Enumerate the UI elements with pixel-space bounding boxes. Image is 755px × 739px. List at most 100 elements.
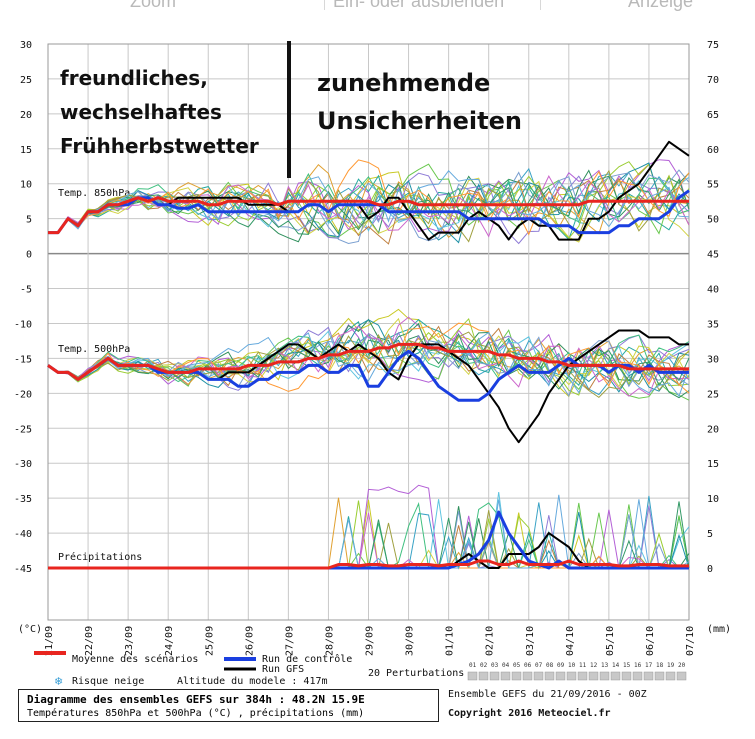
left-unit-label: (°C): [18, 624, 42, 635]
perturbation-code: 16: [634, 662, 642, 669]
y-tick-right: 55: [707, 180, 719, 191]
y-tick-right: 75: [707, 40, 719, 51]
perturbation-code: 11: [579, 662, 587, 669]
perturbation-swatch: [621, 671, 632, 681]
y-tick-left: 20: [20, 110, 32, 121]
annotation-line: zunehmende: [317, 69, 491, 97]
perturbation-swatch: [511, 671, 522, 681]
perturbation-code: 03: [491, 662, 499, 669]
annotation-line: Frühherbstwetter: [60, 134, 259, 158]
main-series: [47, 41, 690, 570]
display-menu[interactable]: Anzeige: [628, 0, 694, 11]
perturbation-line: [47, 172, 690, 234]
x-tick: 27/09: [284, 626, 295, 656]
y-tick-right: 40: [707, 285, 719, 296]
annotation-line: wechselhaftes: [60, 100, 222, 124]
y-tick-left: -30: [14, 459, 32, 470]
perturbation-line: [47, 163, 690, 239]
legend-gfs-label: Run GFS: [262, 664, 305, 675]
x-tick: 02/10: [485, 626, 496, 656]
annotation-right: zunehmende Unsicherheiten: [317, 64, 522, 140]
perturbation-code: 09: [557, 662, 565, 669]
perturbation-swatch: [566, 671, 577, 681]
copyright-label: Copyright 2016 Meteociel.fr: [448, 708, 611, 719]
perturbation-code: 15: [623, 662, 631, 669]
perturbation-code: 12: [590, 662, 598, 669]
annotation-line: Unsicherheiten: [317, 107, 522, 135]
perturbation-code: 07: [535, 662, 543, 669]
x-tick: 05/10: [605, 626, 616, 656]
legend-graphics: ❄01 02 03 04 05 06 07 08 09 10 11 12 13 14 15 16 17 18 19 2…: [34, 651, 687, 688]
perturbation-swatch: [632, 671, 643, 681]
y-tick-left: 0: [26, 250, 32, 261]
y-tick-left: 5: [26, 215, 32, 226]
toolbar-divider: [540, 0, 541, 10]
x-tick: 24/09: [164, 626, 175, 656]
perturbation-swatch: [533, 671, 544, 681]
perturbation-code: 18: [656, 662, 664, 669]
control-run-line: [48, 189, 690, 235]
perturbation-swatch: [643, 671, 654, 681]
y-tick-right: 70: [707, 75, 719, 86]
legend-control-label: Run de contrôle: [262, 654, 353, 665]
y-tick-left: -15: [14, 354, 32, 365]
mean-line: [48, 559, 689, 570]
snowflake-icon: ❄: [54, 675, 63, 688]
annotation-left: freundliches, wechselhaftes Frühherbstwe…: [60, 61, 259, 163]
y-tick-right: 15: [707, 459, 719, 470]
perturbation-swatch: [610, 671, 621, 681]
mean-line: [47, 342, 689, 381]
perturbation-code: 17: [645, 662, 653, 669]
x-tick: 06/10: [645, 626, 656, 656]
y-tick-left: -20: [14, 389, 32, 400]
perturbation-swatch: [577, 671, 588, 681]
perturbation-code: 05: [513, 662, 521, 669]
x-tick: 25/09: [204, 626, 215, 656]
perturbation-code: 08: [546, 662, 554, 669]
y-tick-right: 0: [707, 564, 713, 575]
y-tick-left: -40: [14, 529, 32, 540]
chart-info-box: Diagramme des ensembles GEFS sur 384h : …: [18, 689, 439, 722]
perturbation-swatch: [467, 671, 478, 681]
perturbation-code: 10: [568, 662, 576, 669]
perturbation-code: 01: [469, 662, 477, 669]
perturbation-line: [47, 322, 690, 394]
chart-subtitle: Températures 850hPa et 500hPa (°C) , pré…: [27, 708, 365, 719]
toggle-menu[interactable]: Ein- oder ausblenden: [333, 0, 505, 11]
panel-label: Temp. 500hPa: [58, 344, 130, 355]
perturbation-code: 13: [601, 662, 609, 669]
perturbation-line: [47, 170, 690, 234]
y-tick-left: -35: [14, 494, 32, 505]
y-tick-right: 60: [707, 145, 719, 156]
perturbation-swatch: [489, 671, 500, 681]
mean-line: [48, 196, 689, 235]
toolbar-divider: [324, 0, 325, 10]
perturbation-code: 14: [612, 662, 620, 669]
y-tick-right: 5: [707, 529, 713, 540]
perturbation-swatch: [665, 671, 676, 681]
panel-label: Précipitations: [58, 551, 142, 563]
y-tick-right: 35: [707, 319, 719, 330]
legend-altitude-label: Altitude du modele : 417m: [177, 676, 328, 687]
y-tick-left: -10: [14, 319, 32, 330]
perturbation-swatch: [599, 671, 610, 681]
x-tick: 03/10: [525, 626, 536, 656]
x-tick: 23/09: [124, 626, 135, 656]
x-tick: 28/09: [324, 626, 335, 656]
x-tick: 04/10: [565, 626, 576, 656]
y-tick-right: 50: [707, 215, 719, 226]
y-tick-left: -5: [20, 285, 32, 296]
zoom-menu[interactable]: Zoom: [130, 0, 177, 11]
perturbation-swatch: [544, 671, 555, 681]
y-tick-right: 10: [707, 494, 719, 505]
ensemble-label: Ensemble GEFS du 21/09/2016 - 00Z: [448, 689, 647, 700]
x-tick: 22/09: [84, 626, 95, 656]
y-tick-left: -25: [14, 424, 32, 435]
y-tick-left: -45: [14, 564, 32, 575]
y-tick-right: 25: [707, 389, 719, 400]
y-tick-right: 65: [707, 110, 719, 121]
y-tick-left: 15: [20, 145, 32, 156]
perturbation-line: [47, 325, 690, 391]
perturbation-swatch: [478, 671, 489, 681]
